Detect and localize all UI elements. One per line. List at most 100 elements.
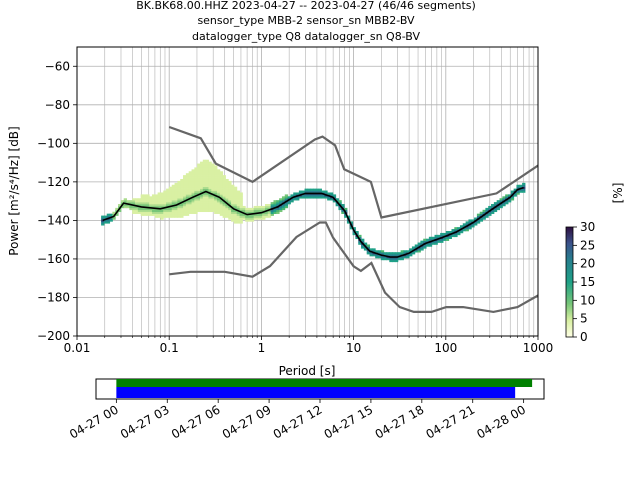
- heatmap-cell: [191, 192, 195, 195]
- heatmap-cell: [140, 200, 144, 203]
- heatmap-cell: [151, 196, 156, 199]
- heatmap-cell: [284, 202, 289, 205]
- heatmap-cell: [259, 215, 263, 218]
- heatmap-cell: [208, 182, 212, 186]
- heatmap-cell: [185, 177, 190, 180]
- heatmap-cell: [279, 205, 283, 209]
- heatmap-cell: [214, 204, 218, 207]
- heatmap-cell: [205, 178, 209, 182]
- heatmap-cell: [222, 209, 226, 213]
- heatmap-cell: [236, 213, 241, 216]
- heatmap-cell: [202, 163, 207, 166]
- heatmap-cell: [135, 198, 139, 201]
- heatmap-cell: [191, 171, 195, 174]
- heatmap-cell: [183, 209, 187, 213]
- heatmap-cell: [236, 221, 241, 224]
- heatmap-cell: [171, 200, 176, 203]
- heatmap-cell: [505, 200, 509, 203]
- heatmap-cell: [332, 200, 337, 203]
- heatmap-cell: [197, 182, 201, 186]
- colorbar: 0 5 10 15 20 25 30 [%]: [565, 183, 625, 344]
- heatmap-cell: [352, 227, 356, 230]
- heatmap-cell: [392, 259, 396, 263]
- heatmap-cell: [409, 248, 413, 251]
- heatmap-cell: [205, 161, 209, 164]
- heatmap-cell: [281, 200, 286, 203]
- heatmap-cell: [488, 211, 492, 214]
- heatmap-cell: [513, 192, 517, 195]
- heatmap-cell: [211, 171, 215, 174]
- heatmap-cell: [101, 219, 105, 222]
- heatmap-cell: [485, 209, 489, 213]
- heatmap-cell: [168, 211, 173, 214]
- heatmap-cell: [194, 178, 198, 182]
- heatmap-cell: [369, 248, 373, 251]
- heatmap-cell: [231, 205, 235, 209]
- timeline-bar-blue: [116, 387, 516, 398]
- heatmap-cell: [174, 213, 178, 216]
- heatmap-cell: [233, 215, 238, 218]
- heatmap-cell: [248, 219, 252, 222]
- heatmap-cell: [233, 200, 238, 203]
- y-tick-label: −200: [37, 329, 70, 343]
- heatmap-cell: [279, 202, 283, 205]
- heatmap-cell: [205, 209, 209, 213]
- heatmap-cell: [493, 202, 498, 205]
- heatmap-cell: [431, 236, 435, 240]
- heatmap-cell: [211, 169, 215, 172]
- heatmap-cell: [160, 211, 164, 214]
- heatmap-cell: [239, 198, 243, 201]
- heatmap-cell: [177, 207, 181, 211]
- heatmap-cell: [264, 207, 269, 211]
- heatmap-cell: [188, 175, 192, 178]
- heatmap-cell: [216, 194, 221, 197]
- heatmap-cell: [248, 215, 252, 218]
- heatmap-cell: [346, 215, 351, 218]
- heatmap-cell: [154, 204, 159, 207]
- heatmap-cell: [205, 202, 209, 205]
- heatmap-cell: [205, 207, 209, 211]
- heatmap-cell: [474, 217, 478, 220]
- heatmap-cell: [185, 211, 190, 214]
- heatmap-cell: [140, 196, 144, 199]
- heatmap-cell: [211, 178, 215, 182]
- heatmap-cell: [279, 209, 283, 213]
- heatmap-cell: [214, 169, 218, 172]
- heatmap-cell: [177, 211, 181, 214]
- heatmap-cell: [194, 211, 198, 214]
- heatmap-cell: [208, 173, 212, 176]
- heatmap-cell: [482, 215, 486, 218]
- timeline-tick-label: 04-28 00: [474, 402, 528, 441]
- heatmap-cell: [397, 257, 402, 261]
- heatmap-cell: [394, 257, 399, 261]
- heatmap-cell: [160, 213, 164, 216]
- heatmap-cell: [143, 213, 147, 216]
- heatmap-cell: [208, 171, 212, 174]
- heatmap-cell: [143, 202, 147, 205]
- heatmap-cell: [208, 184, 212, 187]
- heatmap-cell: [140, 198, 144, 201]
- heatmap-cell: [231, 192, 235, 195]
- heatmap-cell: [188, 177, 192, 180]
- heatmap-cell: [366, 252, 371, 255]
- heatmap-cell: [120, 200, 125, 203]
- heatmap-cell: [154, 202, 159, 205]
- heatmap-cell: [245, 209, 249, 213]
- heatmap-cell: [231, 184, 235, 187]
- heatmap-cell: [143, 198, 147, 201]
- colorbar-tick-label: 0: [580, 330, 588, 344]
- heatmap-cell: [188, 190, 192, 193]
- heatmap-cell: [183, 196, 187, 199]
- heatmap-cell: [180, 196, 184, 199]
- heatmap-cell: [228, 211, 232, 214]
- heatmap-cell: [194, 192, 198, 195]
- heatmap-cell: [140, 211, 144, 214]
- heatmap-cell: [239, 202, 243, 205]
- heatmap-cell: [106, 215, 111, 218]
- heatmap-cell: [191, 178, 195, 182]
- heatmap-cell: [321, 190, 325, 193]
- heatmap-cell: [160, 209, 164, 213]
- heatmap-cell: [191, 194, 195, 197]
- x-tick-label: 100: [434, 341, 457, 355]
- heatmap-cell: [163, 200, 167, 203]
